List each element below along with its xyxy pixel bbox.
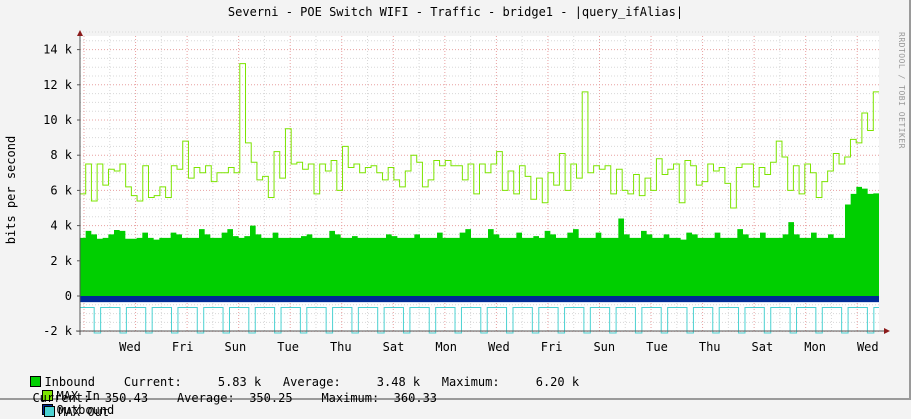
svg-text:Sat: Sat [752, 340, 774, 354]
svg-text:Tue: Tue [277, 340, 299, 354]
rrdtool-watermark: RRDTOOL / TOBI OETIKER [897, 32, 906, 149]
graph-title: Severni - POE Switch WIFI - Traffic - br… [227, 5, 684, 19]
svg-text:2 k: 2 k [50, 254, 72, 268]
svg-text:-2 k: -2 k [43, 324, 73, 338]
svg-text:Sun: Sun [593, 340, 615, 354]
svg-text:Sun: Sun [225, 340, 247, 354]
svg-text:12 k: 12 k [43, 78, 73, 92]
svg-text:8 k: 8 k [50, 148, 72, 162]
traffic-chart: -2 k 0 2 k 4 k 6 k 8 k 10 k 12 k 14 k Wed Fri Sun Tu… [43, 30, 890, 354]
svg-text:Mon: Mon [804, 340, 826, 354]
svg-text:0: 0 [65, 289, 72, 303]
svg-text:4 k: 4 k [50, 219, 72, 233]
svg-text:Wed: Wed [119, 340, 141, 354]
graph-frame [0, 0, 911, 400]
inbound-swatch [30, 376, 42, 387]
svg-text:Tue: Tue [646, 340, 668, 354]
svg-text:Thu: Thu [330, 340, 352, 354]
legend-row-2: Current: 350.43 Average: 350.25 Maximum:… [18, 377, 437, 419]
svg-text:10 k: 10 k [43, 113, 73, 127]
max-out-swatch [44, 406, 56, 417]
svg-text:14 k: 14 k [43, 43, 73, 57]
svg-text:Thu: Thu [699, 340, 721, 354]
svg-text:Wed: Wed [857, 340, 879, 354]
svg-text:Mon: Mon [435, 340, 457, 354]
svg-text:6 k: 6 k [50, 183, 72, 197]
max-out-legend: MAX Out [58, 405, 110, 419]
svg-text:Sat: Sat [383, 340, 405, 354]
outbound-stats: Current: 350.43 Average: 350.25 Maximum:… [32, 391, 438, 405]
svg-text:Fri: Fri [541, 340, 563, 354]
inbound-legend: Inbound Current: 5.83 k Average: 3.48 k … [44, 375, 580, 389]
svg-text:Wed: Wed [488, 340, 510, 354]
svg-text:Fri: Fri [172, 340, 194, 354]
